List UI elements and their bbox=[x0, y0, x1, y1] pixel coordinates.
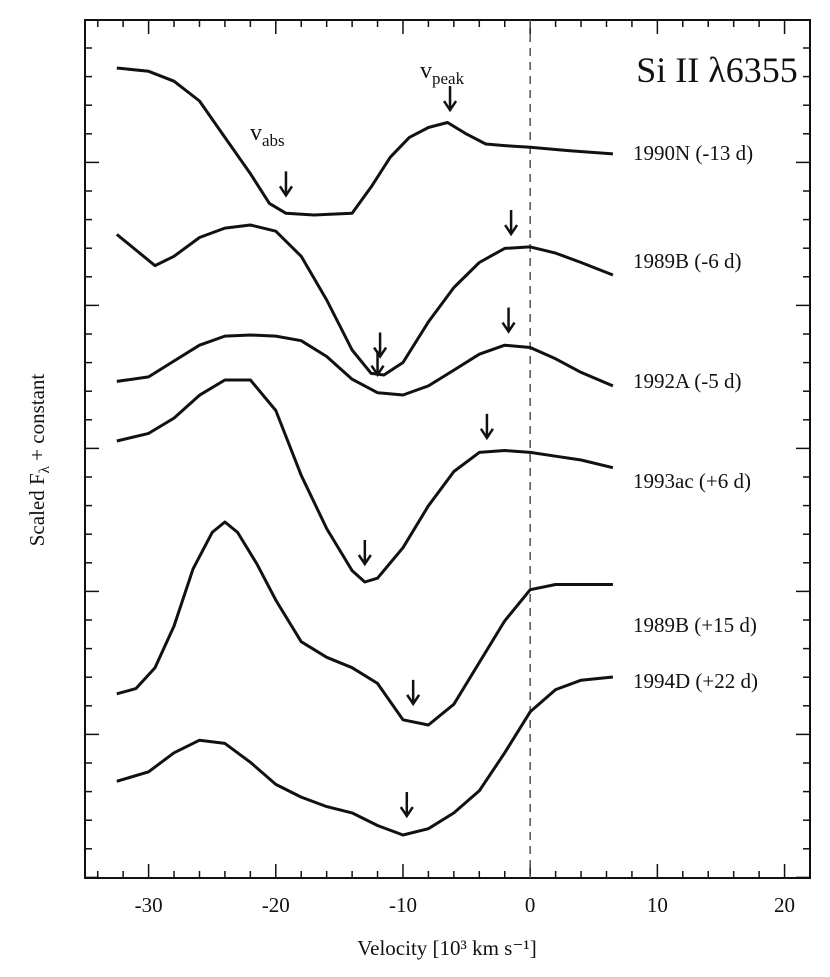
x-tick-label: -10 bbox=[389, 893, 417, 917]
velocity-arrow-head bbox=[501, 321, 516, 334]
velocity-arrow-head bbox=[278, 185, 294, 198]
series-label: 1994D (+22 d) bbox=[633, 669, 758, 693]
velocity-arrow-head bbox=[479, 428, 494, 441]
axis-ticks bbox=[85, 20, 811, 879]
chart-title: Si II λ6355 bbox=[636, 50, 797, 90]
velocity-arrow-head bbox=[357, 554, 372, 567]
series-label: 1989B (+15 d) bbox=[633, 613, 757, 637]
series-layer: 1990N (-13 d) 1989B (-6 d) 1992A (-5 d) 199… bbox=[115, 66, 758, 837]
x-tick-label: 20 bbox=[774, 893, 795, 917]
y-axis-label: Scaled Fλ + constant bbox=[25, 374, 53, 547]
x-tick-labels: -30 -20 -10 0 10 20 bbox=[135, 893, 795, 917]
series-line bbox=[116, 66, 614, 217]
series-line bbox=[116, 333, 614, 397]
velocity-arrow-head bbox=[373, 346, 388, 359]
velocity-arrow-head bbox=[443, 100, 458, 113]
series-line bbox=[116, 520, 613, 727]
series-label: 1989B (-6 d) bbox=[633, 249, 742, 273]
velocity-arrow-head bbox=[370, 365, 385, 377]
series-line bbox=[116, 675, 614, 837]
velocity-arrows bbox=[278, 86, 519, 819]
series-line bbox=[115, 223, 614, 377]
x-axis-label: Velocity [10³ km s⁻¹] bbox=[357, 936, 536, 960]
series-label: 1990N (-13 d) bbox=[633, 141, 753, 165]
x-tick-label: -30 bbox=[135, 893, 163, 917]
velocity-arrow-head bbox=[504, 224, 519, 237]
series-label: 1993ac (+6 d) bbox=[633, 469, 751, 493]
velocity-arrow-head bbox=[406, 694, 421, 707]
series-line bbox=[116, 378, 614, 584]
x-tick-label: 0 bbox=[525, 893, 536, 917]
v-peak-annotation: vpeak bbox=[420, 58, 465, 88]
series-label: 1992A (-5 d) bbox=[633, 369, 742, 393]
velocity-arrow-head bbox=[399, 806, 414, 819]
v-abs-annotation: vabs bbox=[250, 120, 285, 150]
x-tick-label: -20 bbox=[262, 893, 290, 917]
x-tick-label: 10 bbox=[647, 893, 668, 917]
